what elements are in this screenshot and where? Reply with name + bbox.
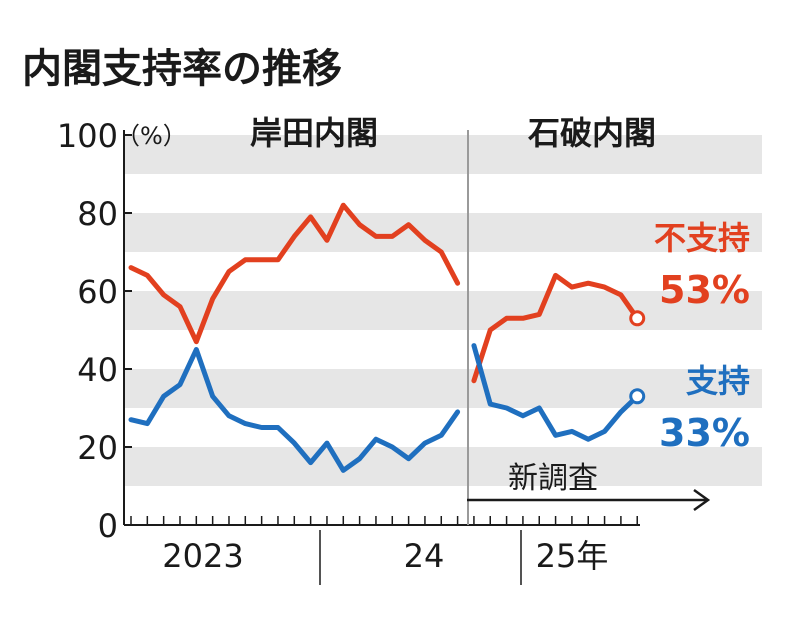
approve-end-marker <box>629 388 646 405</box>
grid-band <box>124 369 762 408</box>
y-tick-label: 60 <box>77 273 118 311</box>
segment-label-ishiba: 石破内閣 <box>527 114 656 152</box>
approve-value: 33% <box>659 411 750 455</box>
approve-line-segment-2 <box>471 343 640 442</box>
y-tick-label: 0 <box>98 507 118 545</box>
approve-label: 支持 <box>686 362 750 400</box>
disapprove-value: 53% <box>659 268 750 312</box>
y-tick-label: 20 <box>77 429 118 467</box>
grid-band <box>124 213 762 252</box>
approve-line-segment-1 <box>128 347 461 473</box>
series-lines <box>128 202 646 473</box>
x-label-25: 25年 <box>536 537 609 575</box>
y-tick-label: 80 <box>77 195 118 233</box>
grid-band <box>124 291 762 330</box>
grid-band <box>124 447 762 486</box>
new-survey-arrow <box>467 488 711 512</box>
axes: 0 20 40 60 80 100 <box>57 117 640 585</box>
x-label-2023: 2023 <box>162 537 243 575</box>
y-tick-label: 100 <box>57 117 118 155</box>
grid-band <box>124 135 762 174</box>
x-label-24: 24 <box>404 537 445 575</box>
segment-label-kishida: 岸田内閣 <box>250 114 378 152</box>
y-unit-label: （%） <box>116 122 187 150</box>
y-tick-label: 40 <box>77 351 118 389</box>
disapprove-line-segment-2 <box>471 272 640 384</box>
disapprove-label: 不支持 <box>654 219 750 257</box>
disapprove-line-segment-1 <box>128 202 461 345</box>
new-survey-label: 新調査 <box>508 461 598 496</box>
grid-bands <box>124 135 762 486</box>
chart-title: 内閣支持率の推移 <box>22 46 342 92</box>
disapprove-end-marker <box>629 310 646 327</box>
